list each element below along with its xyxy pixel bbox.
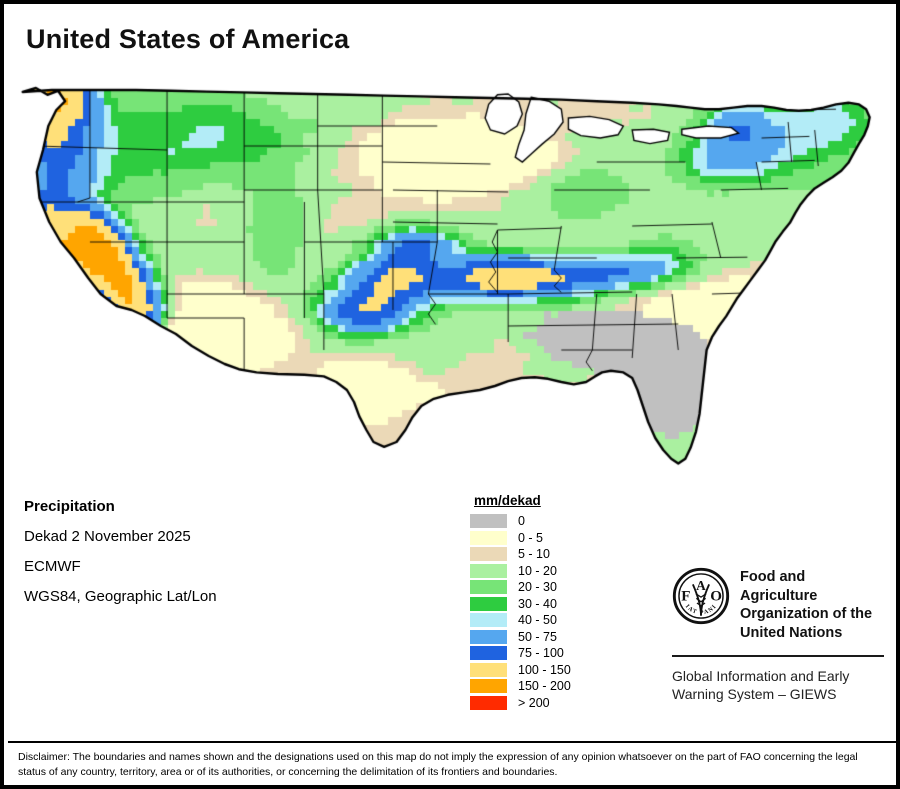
legend-item: 50 - 75 xyxy=(470,629,571,646)
disclaimer-text: Disclaimer: The boundaries and names sho… xyxy=(18,751,858,779)
legend-swatch xyxy=(470,596,507,611)
legend-item: 75 - 100 xyxy=(470,645,571,662)
legend-swatch xyxy=(470,563,507,578)
legend-item: 30 - 40 xyxy=(470,596,571,613)
legend-swatch xyxy=(470,695,507,710)
fao-org-line-1: Food and Agriculture xyxy=(740,569,818,604)
legend-item: 0 xyxy=(470,513,571,530)
info-projection: WGS84, Geographic Lat/Lon xyxy=(24,588,217,605)
legend-swatch xyxy=(470,547,507,562)
legend-item: 20 - 30 xyxy=(470,579,571,596)
precipitation-map xyxy=(12,70,896,470)
legend-swatch xyxy=(470,514,507,529)
legend-label: 0 xyxy=(518,514,525,529)
giews-line-2: Warning System – GIEWS xyxy=(672,686,837,703)
legend-swatch xyxy=(470,679,507,694)
disclaimer-divider xyxy=(8,741,896,743)
fao-divider xyxy=(672,655,884,658)
legend-swatch xyxy=(470,662,507,677)
legend-item: 10 - 20 xyxy=(470,563,571,580)
legend-item: > 200 xyxy=(470,695,571,712)
svg-text:O: O xyxy=(710,589,722,605)
legend-label: 100 - 150 xyxy=(518,662,571,677)
legend-title: mm/dekad xyxy=(474,493,541,508)
info-variable: Precipitation xyxy=(24,498,115,515)
legend-label: 20 - 30 xyxy=(518,580,557,595)
legend-label: 10 - 20 xyxy=(518,563,557,578)
legend-label: 50 - 75 xyxy=(518,629,557,644)
map-raster-canvas xyxy=(12,70,896,470)
fao-logo-icon: F A O FIAT PANIS xyxy=(672,567,730,625)
legend-label: 40 - 50 xyxy=(518,613,557,628)
giews-line-1: Global Information and Early xyxy=(672,668,850,685)
fao-org-line-3: United Nations xyxy=(740,624,843,641)
legend-item: 40 - 50 xyxy=(470,612,571,629)
fao-organization-name: Food and Agriculture Organization of the… xyxy=(740,567,884,642)
svg-text:F: F xyxy=(681,589,690,605)
legend-swatch xyxy=(470,613,507,628)
legend-item: 5 - 10 xyxy=(470,546,571,563)
legend-swatch xyxy=(470,646,507,661)
fao-org-line-2: Organization of the xyxy=(740,606,873,623)
giews-programme: Global Information and Early Warning Sys… xyxy=(672,667,884,703)
svg-text:A: A xyxy=(696,578,706,593)
info-period: Dekad 2 November 2025 xyxy=(24,528,191,545)
legend-label: 30 - 40 xyxy=(518,596,557,611)
legend-label: 150 - 200 xyxy=(518,679,571,694)
legend-item: 100 - 150 xyxy=(470,662,571,679)
map-info-block: Precipitation Dekad 2 November 2025 ECMW… xyxy=(24,498,217,618)
legend-item: 150 - 200 xyxy=(470,678,571,695)
fao-branding: F A O FIAT PANIS Food and Agriculture Or… xyxy=(672,567,884,704)
legend-item: 0 - 5 xyxy=(470,530,571,547)
info-source: ECMWF xyxy=(24,558,81,575)
legend-label: > 200 xyxy=(518,695,550,710)
page-title: United States of America xyxy=(26,24,350,54)
fao-header: F A O FIAT PANIS Food and Agriculture Or… xyxy=(672,567,884,642)
legend-swatch xyxy=(470,530,507,545)
legend-swatch xyxy=(470,580,507,595)
legend-label: 75 - 100 xyxy=(518,646,564,661)
legend-label: 5 - 10 xyxy=(518,547,550,562)
legend-label: 0 - 5 xyxy=(518,530,544,545)
legend-swatch xyxy=(470,629,507,644)
